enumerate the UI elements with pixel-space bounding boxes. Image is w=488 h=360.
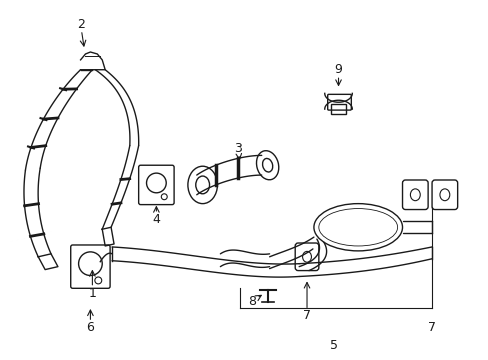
Text: 3: 3 [234, 142, 242, 155]
Text: 7: 7 [427, 321, 435, 334]
Text: 7: 7 [303, 309, 310, 322]
Text: 6: 6 [86, 321, 94, 334]
Text: 1: 1 [88, 287, 96, 300]
Text: 5: 5 [329, 339, 337, 352]
Bar [330, 104, 346, 114]
Text: 8: 8 [247, 294, 255, 307]
Text: 4: 4 [152, 213, 160, 226]
Text: 2: 2 [77, 18, 84, 31]
Text: 9: 9 [334, 63, 342, 76]
